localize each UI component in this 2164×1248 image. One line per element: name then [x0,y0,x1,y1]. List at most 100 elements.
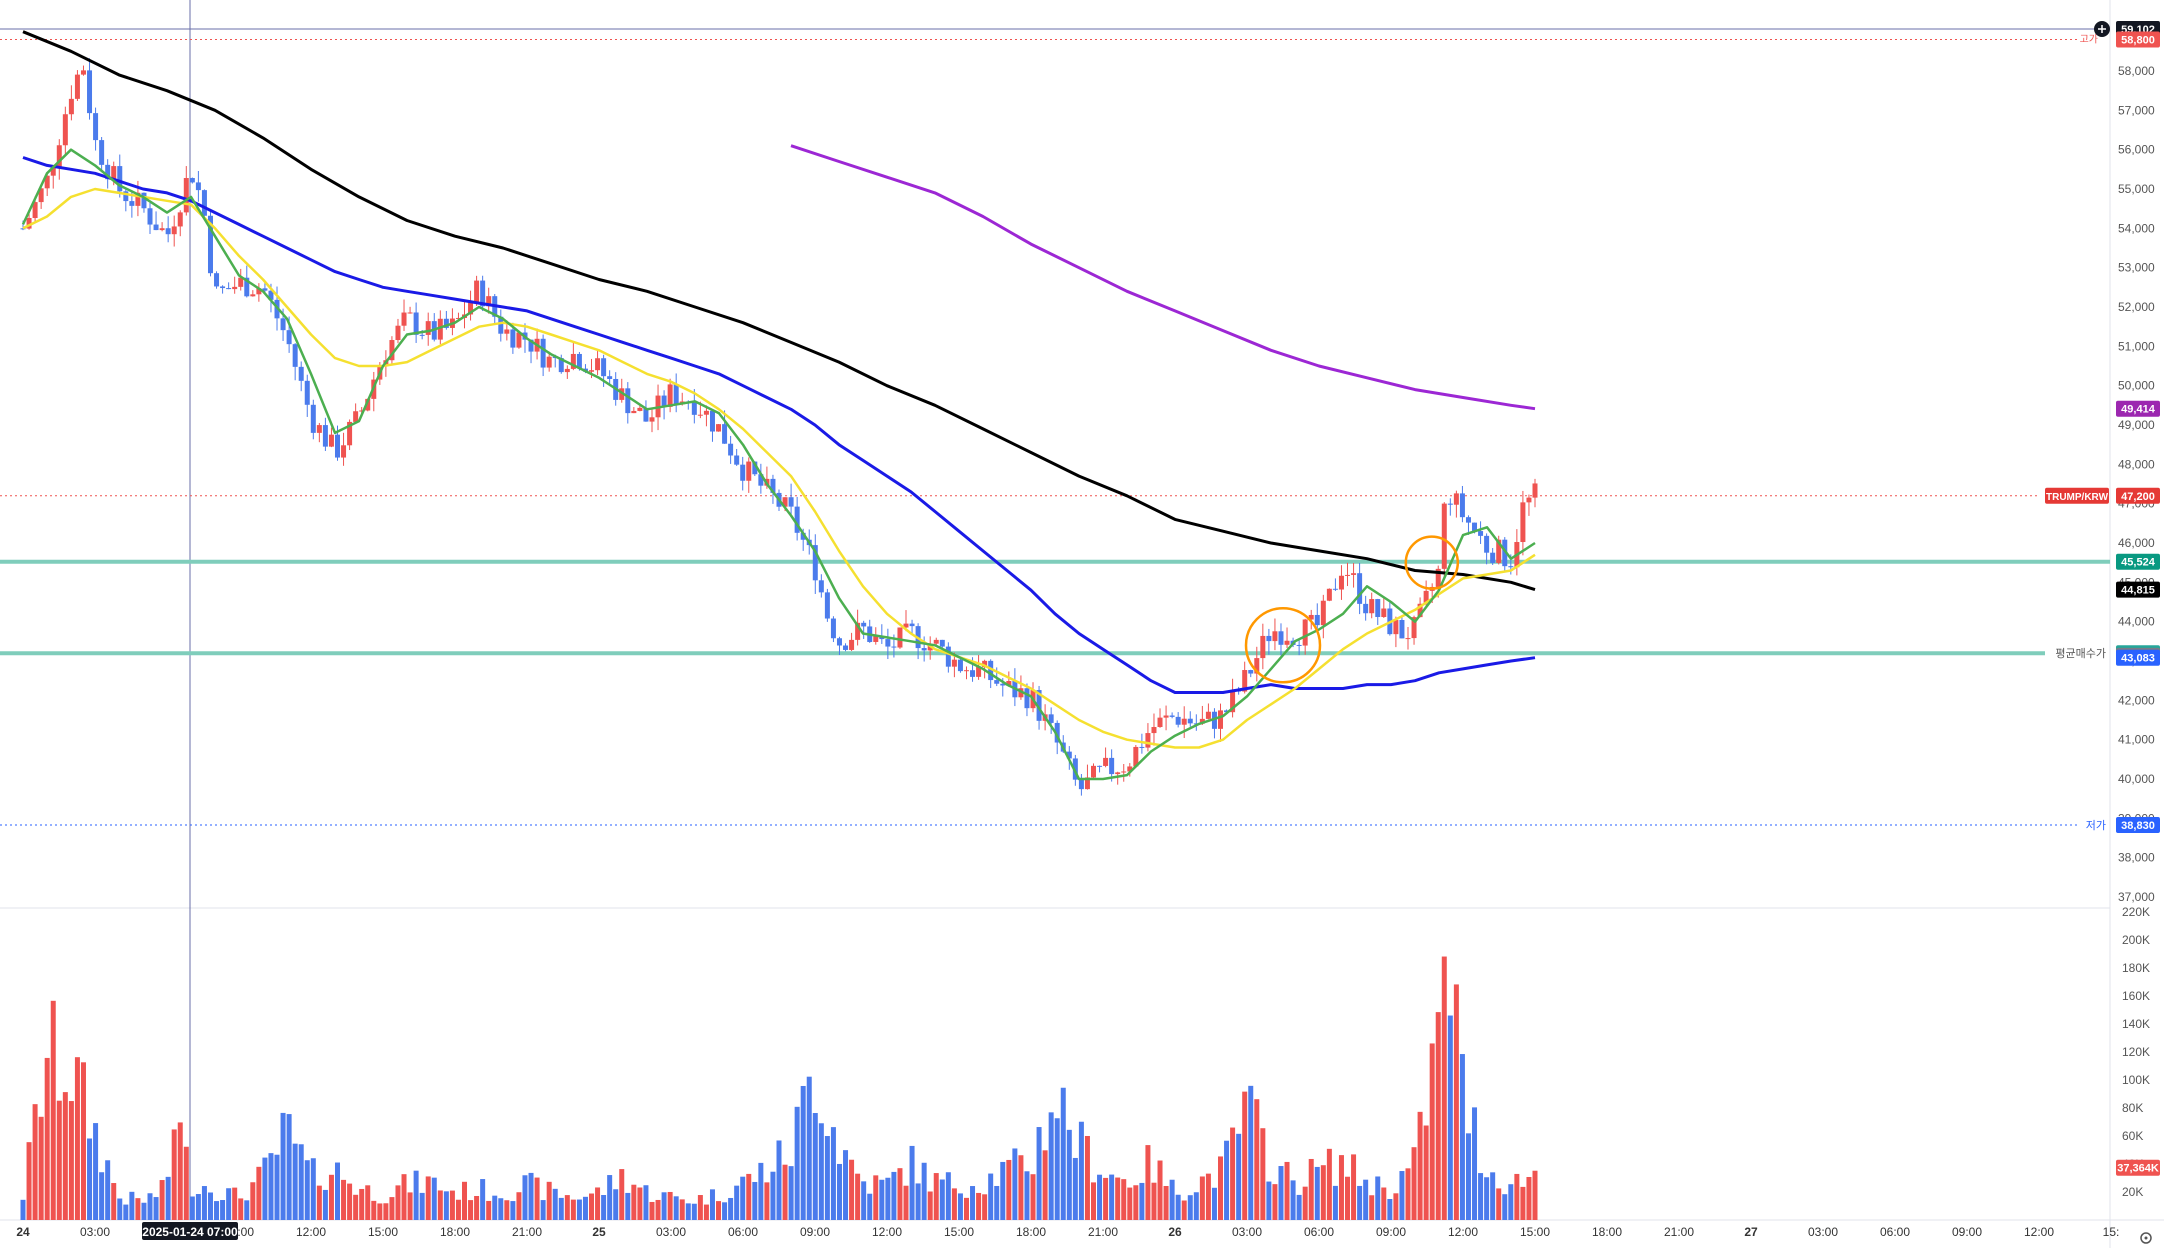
candle-body [1520,502,1526,543]
volume-tick-label: 160K [2122,989,2150,1003]
volume-bar [885,1177,891,1220]
candle-body [117,166,123,192]
candle-body [722,424,728,444]
volume-bar [709,1189,715,1220]
volume-bar [1308,1158,1314,1220]
volume-bar [419,1192,425,1220]
volume-bar [933,1173,939,1220]
candles [20,58,1538,796]
candle-body [970,670,976,677]
volume-bar [764,1182,770,1220]
volume-bar [927,1191,933,1220]
volume-bar [492,1195,498,1220]
y-tick-label: 41,000 [2118,733,2155,747]
volume-bar [117,1198,123,1220]
candle-body [62,114,68,146]
volume-bar [1030,1174,1036,1220]
candle-body [564,368,570,373]
volume-bar [734,1185,740,1220]
volume-bar [770,1171,776,1220]
candle-body [921,648,927,651]
candle-body [830,618,836,639]
volume-bar [1514,1173,1520,1220]
volume-bar [1097,1174,1103,1220]
volume-bar [395,1185,401,1220]
volume-bar [159,1180,165,1220]
volume-bar [56,1100,62,1220]
volume-bar [873,1175,879,1220]
x-tick-label: 09:00 [1952,1225,1982,1239]
candle-body [153,224,159,231]
x-tick-label: 09:00 [1376,1225,1406,1239]
candle-body [1363,603,1369,614]
volume-bar [401,1174,407,1220]
volume-bar [528,1172,534,1220]
candle-body [891,646,897,648]
volume-bar [1199,1176,1205,1220]
volume-bar [843,1150,849,1220]
x-tick-label: 18:00 [1592,1225,1622,1239]
candle-body [1308,614,1314,620]
low-tag: 저가 [2086,819,2106,832]
symbol-tag-box [2045,487,2109,504]
candle-body [310,404,316,433]
candle-body [1230,690,1236,713]
volume-bar [1181,1200,1187,1220]
volume-bar [1205,1173,1211,1220]
candle-body [1248,670,1254,674]
volume-bar [1054,1118,1060,1220]
volume-bar [486,1200,492,1220]
volume-bar [135,1198,141,1220]
volume-bar [564,1195,570,1220]
volume-bar [468,1200,474,1220]
volume-bar [939,1179,945,1220]
candle-body [44,175,50,189]
candle-body [1139,746,1145,748]
volume-bar [1266,1181,1272,1220]
volume-bar [359,1188,365,1220]
candle-body [885,639,891,647]
volume-bar [177,1122,183,1220]
candle-body [661,395,667,407]
volume-bar [256,1166,262,1220]
candle-body [746,461,752,481]
add-alert-icon[interactable] [2094,21,2110,37]
candle-body [1441,503,1447,569]
volume-bar [558,1197,564,1220]
candle-body [1508,566,1514,568]
candle-body [232,286,238,290]
x-tick-label: 03:00 [656,1225,686,1239]
price-axis-label: 58,800 [2121,35,2155,47]
candle-body [734,455,740,465]
candle-body [87,70,93,114]
volume-bar [341,1179,347,1220]
candle-body [903,623,909,628]
candle-body [836,638,842,646]
volume-bar [619,1169,625,1220]
volume-bar [1224,1140,1230,1220]
volume-bar [74,1057,80,1220]
candle-body [1417,603,1423,618]
candle-body [1272,631,1278,642]
volume-bar [316,1185,322,1220]
settings-gear-icon[interactable] [2140,1232,2152,1244]
candle-body [437,318,443,340]
volume-bar [1006,1159,1012,1220]
volume-bar [1139,1182,1145,1220]
gear-center [2144,1236,2148,1240]
volume-bar [855,1173,861,1220]
candle-body [56,145,62,167]
volume-bar [280,1112,286,1220]
candle-body [1381,608,1387,617]
volume-bar [1290,1180,1296,1220]
volume-bar [26,1142,32,1220]
volume-bar [1351,1154,1357,1220]
volume-bar [1175,1194,1181,1220]
x-tick-label: 21:00 [1088,1225,1118,1239]
candle-body [558,358,564,373]
volume-bar [661,1192,667,1220]
candle-body [752,461,758,475]
volume-bar [1187,1195,1193,1220]
